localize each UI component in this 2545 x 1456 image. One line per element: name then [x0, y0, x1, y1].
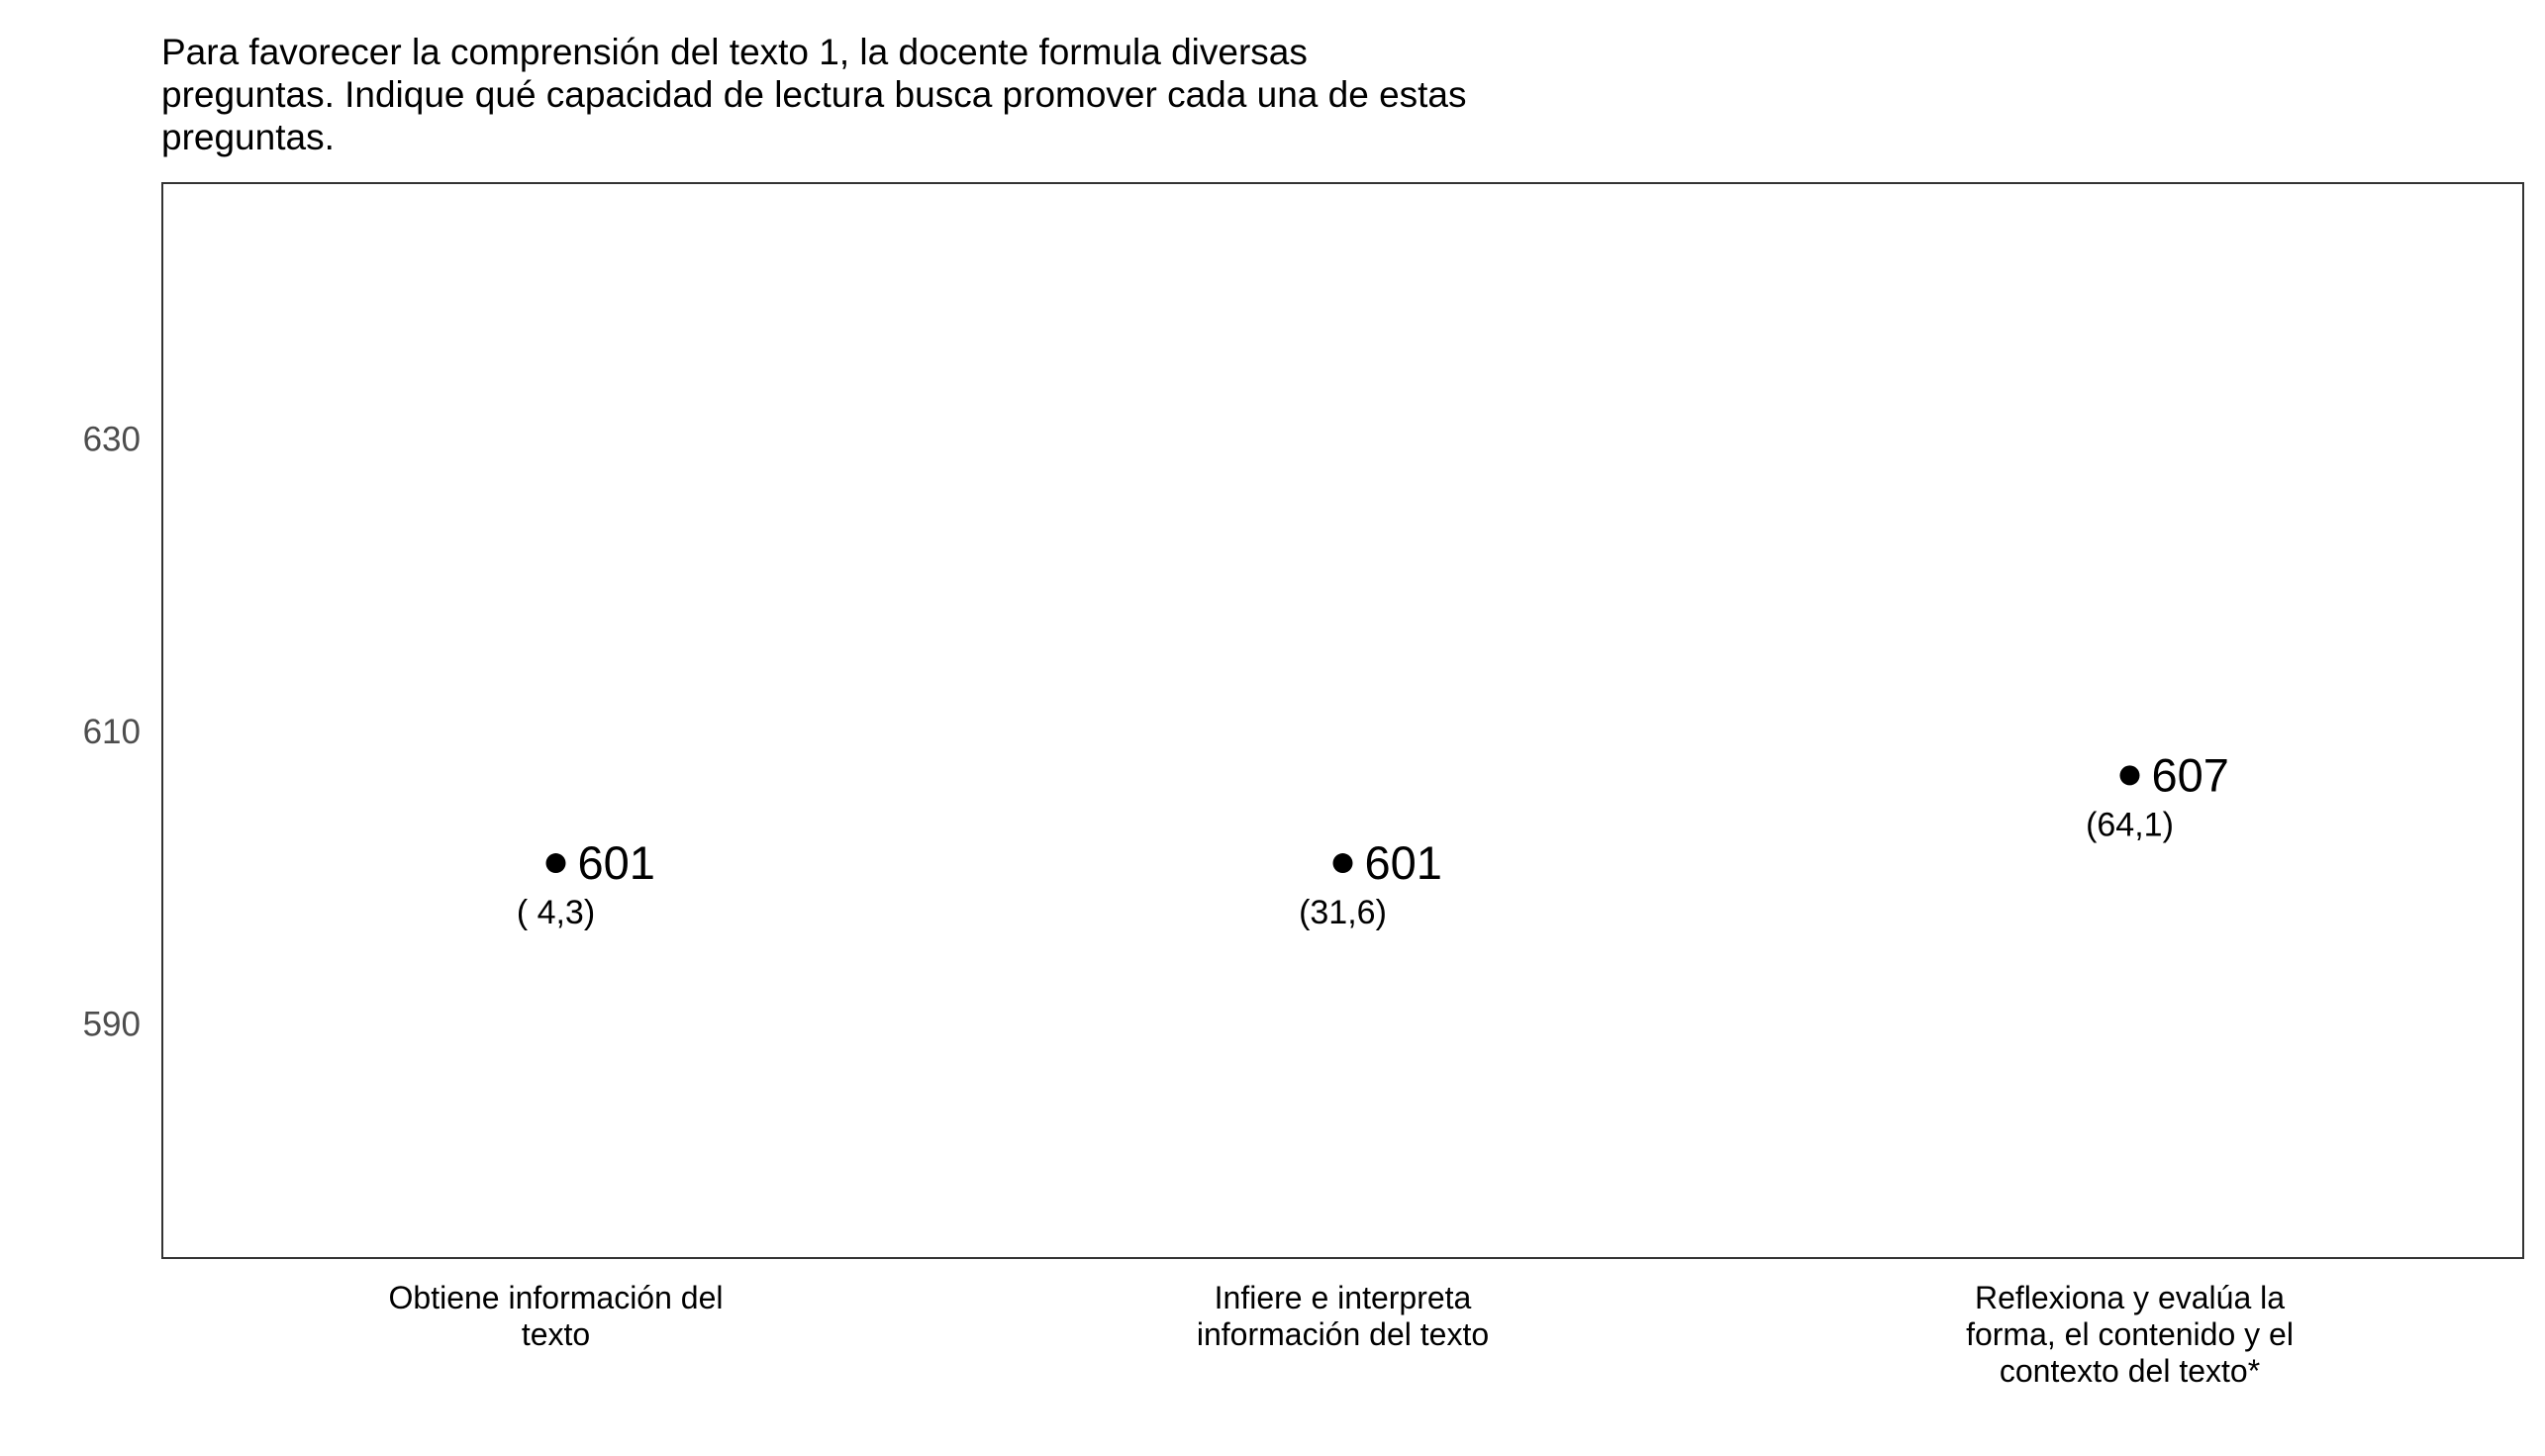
chart-title-line: preguntas. Indique qué capacidad de lect…: [161, 74, 1467, 115]
y-tick-label: 590: [83, 1006, 141, 1044]
chart-title: Para favorecer la comprensión del texto …: [161, 32, 1467, 157]
data-label: 607: [2152, 748, 2229, 801]
data-label: 601: [578, 836, 655, 889]
x-tick-label: información del texto: [1197, 1316, 1489, 1352]
x-tick-label: forma, el contenido y el: [1966, 1316, 2294, 1352]
x-tick-label: contexto del texto*: [2000, 1353, 2260, 1389]
data-label-n: (64,1): [2086, 806, 2174, 843]
data-point: [2119, 765, 2140, 786]
plot-panel-border: [161, 182, 2524, 1259]
x-tick-label: Reflexiona y evalúa la: [1975, 1280, 2285, 1315]
data-label-n: (31,6): [1299, 894, 1387, 931]
data-point: [545, 853, 566, 874]
y-axis: 590 610 630: [83, 421, 141, 1044]
data-points: 601 ( 4,3) 601 (31,6) 607 (64,1): [517, 748, 2229, 931]
data-label: 601: [1365, 836, 1442, 889]
x-tick-label: Infiere e interpreta: [1215, 1280, 1472, 1315]
data-point: [1332, 853, 1353, 874]
chart-title-line: Para favorecer la comprensión del texto …: [161, 32, 1308, 72]
x-tick-label: Obtiene información del: [389, 1280, 724, 1315]
x-tick-label: texto: [522, 1316, 590, 1352]
chart-title-line: preguntas.: [161, 117, 335, 157]
y-tick-label: 610: [83, 713, 141, 751]
y-tick-label: 630: [83, 421, 141, 459]
data-label-n: ( 4,3): [517, 894, 595, 931]
